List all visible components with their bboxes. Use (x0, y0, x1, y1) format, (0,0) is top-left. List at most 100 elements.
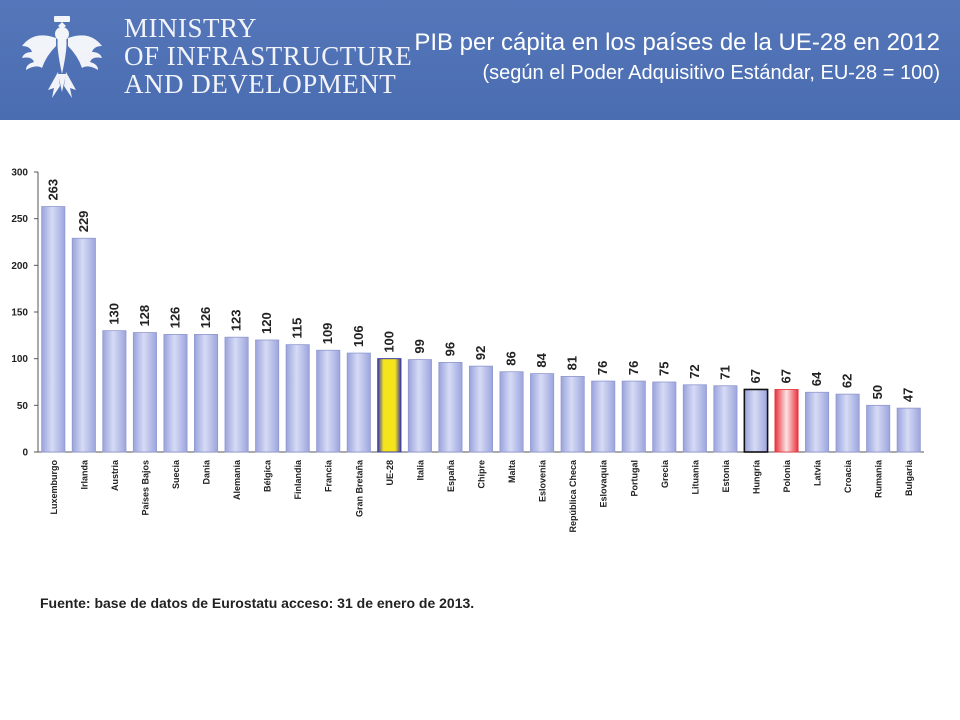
category-label: Austria (110, 459, 120, 491)
y-tick-label: 200 (11, 261, 28, 272)
bar-irlanda (71, 237, 96, 453)
bar-austria (102, 330, 127, 453)
bar-alemania (224, 336, 249, 453)
bar-bulgaria (896, 407, 921, 453)
slide-title-line-2: (según el Poder Adquisitivo Estándar, EU… (482, 62, 941, 84)
data-label: 72 (687, 364, 702, 378)
category-label: Francia (324, 459, 334, 492)
ministry-line-2: OF INFRASTRUCTURE (124, 41, 413, 71)
category-label: Hungría (751, 459, 761, 494)
category-label: Eslovenia (538, 459, 548, 502)
ministry-line-1: MINISTRY (124, 13, 258, 43)
data-label: 62 (840, 374, 855, 388)
category-label: República Checa (568, 459, 578, 533)
bar-grecia (652, 381, 677, 453)
bar-eslovenia (530, 373, 555, 453)
bar-polonia (774, 389, 799, 453)
category-label: Latvia (813, 459, 823, 486)
data-label: 50 (870, 385, 885, 399)
data-label: 130 (106, 303, 121, 325)
bar-finlandia (285, 344, 310, 453)
data-label: 109 (320, 323, 335, 345)
data-label: 123 (229, 309, 244, 331)
category-label: Croacia (843, 459, 853, 493)
category-label: Portugal (629, 460, 639, 497)
bar-portugal (621, 380, 646, 453)
bar-luxemburgo (41, 206, 66, 453)
data-label: 263 (45, 179, 60, 201)
category-label: Irlanda (79, 459, 89, 490)
bar-gran-bretaña (346, 352, 371, 453)
bar-lituania (682, 384, 707, 453)
data-label: 86 (504, 351, 519, 365)
ministry-name: MINISTRY OF INFRASTRUCTURE AND DEVELOPME… (124, 14, 412, 98)
bar-francia (316, 349, 341, 453)
category-label: Lituania (690, 459, 700, 494)
bar-croacia (835, 393, 860, 453)
source-note: Fuente: base de datos de Eurostatu acces… (40, 595, 475, 611)
category-label: Polonia (782, 459, 792, 492)
y-tick-label: 50 (17, 401, 29, 412)
bar-rumania (866, 404, 891, 453)
data-label: 71 (717, 365, 732, 379)
bar-malta (499, 371, 524, 453)
bar-eslovaquia (591, 380, 616, 453)
slide-title-line-1: PIB per cápita en los países de la UE-28… (414, 29, 940, 56)
data-label: 126 (198, 307, 213, 329)
data-label: 76 (626, 361, 641, 375)
category-label: Malta (507, 459, 517, 483)
y-tick-label: 300 (11, 168, 28, 179)
header-banner: MINISTRY OF INFRASTRUCTURE AND DEVELOPME… (0, 0, 960, 120)
category-label: Finlandia (293, 459, 303, 499)
bar-españa (438, 361, 463, 453)
category-label: Países Bajos (140, 460, 150, 516)
data-label: 99 (412, 339, 427, 353)
data-label: 120 (259, 312, 274, 334)
data-label: 100 (381, 331, 396, 353)
bar-hungría (743, 388, 769, 453)
data-label: 81 (565, 356, 580, 370)
category-label: Estonia (721, 459, 731, 493)
bar-dania (194, 333, 219, 453)
data-label: 229 (76, 211, 91, 233)
category-label: Dania (202, 459, 212, 485)
bar-chart: 0 50 100 150 200 250 300 263 Luxemburgo 229 Irland… (11, 168, 924, 533)
category-label: Alemania (232, 459, 242, 500)
data-label: 128 (137, 305, 152, 327)
category-label: Chipre (477, 460, 487, 489)
category-label: Italia (415, 459, 425, 481)
y-tick-label: 150 (11, 308, 28, 319)
data-label: 67 (748, 369, 763, 383)
data-label: 96 (442, 342, 457, 356)
data-label: 106 (351, 325, 366, 347)
bar-estonia (713, 385, 738, 453)
category-label: Suecia (171, 459, 181, 489)
bar-república-checa (560, 375, 585, 453)
white-eagle-emblem-icon (22, 16, 102, 98)
bar-latvia (805, 391, 830, 453)
data-label: 64 (809, 371, 824, 386)
category-label: Bélgica (263, 459, 273, 492)
category-label: Gran Bretaña (354, 459, 364, 517)
bar-italia (407, 359, 432, 453)
data-label: 84 (534, 352, 549, 367)
bar-bélgica (255, 339, 280, 453)
data-label: 126 (167, 307, 182, 329)
category-label: Rumania (874, 459, 884, 498)
data-label: 67 (779, 369, 794, 383)
y-tick-label: 250 (11, 214, 28, 225)
bar-chipre (468, 365, 494, 453)
bar-ue-28 (377, 358, 402, 453)
category-label: Bulgaria (904, 459, 914, 496)
slide-title: PIB per cápita en los países de la UE-28… (414, 28, 940, 88)
category-label: Eslovaquia (599, 459, 609, 508)
bar-suecia (163, 333, 188, 453)
data-label: 47 (901, 388, 916, 402)
category-label: UE-28 (385, 460, 395, 486)
y-tick-label: 0 (22, 448, 28, 459)
category-label: Luxemburgo (49, 460, 59, 515)
category-label: Grecia (660, 459, 670, 488)
data-label: 115 (290, 318, 305, 339)
data-label: 92 (473, 346, 488, 360)
data-label: 75 (656, 362, 671, 376)
